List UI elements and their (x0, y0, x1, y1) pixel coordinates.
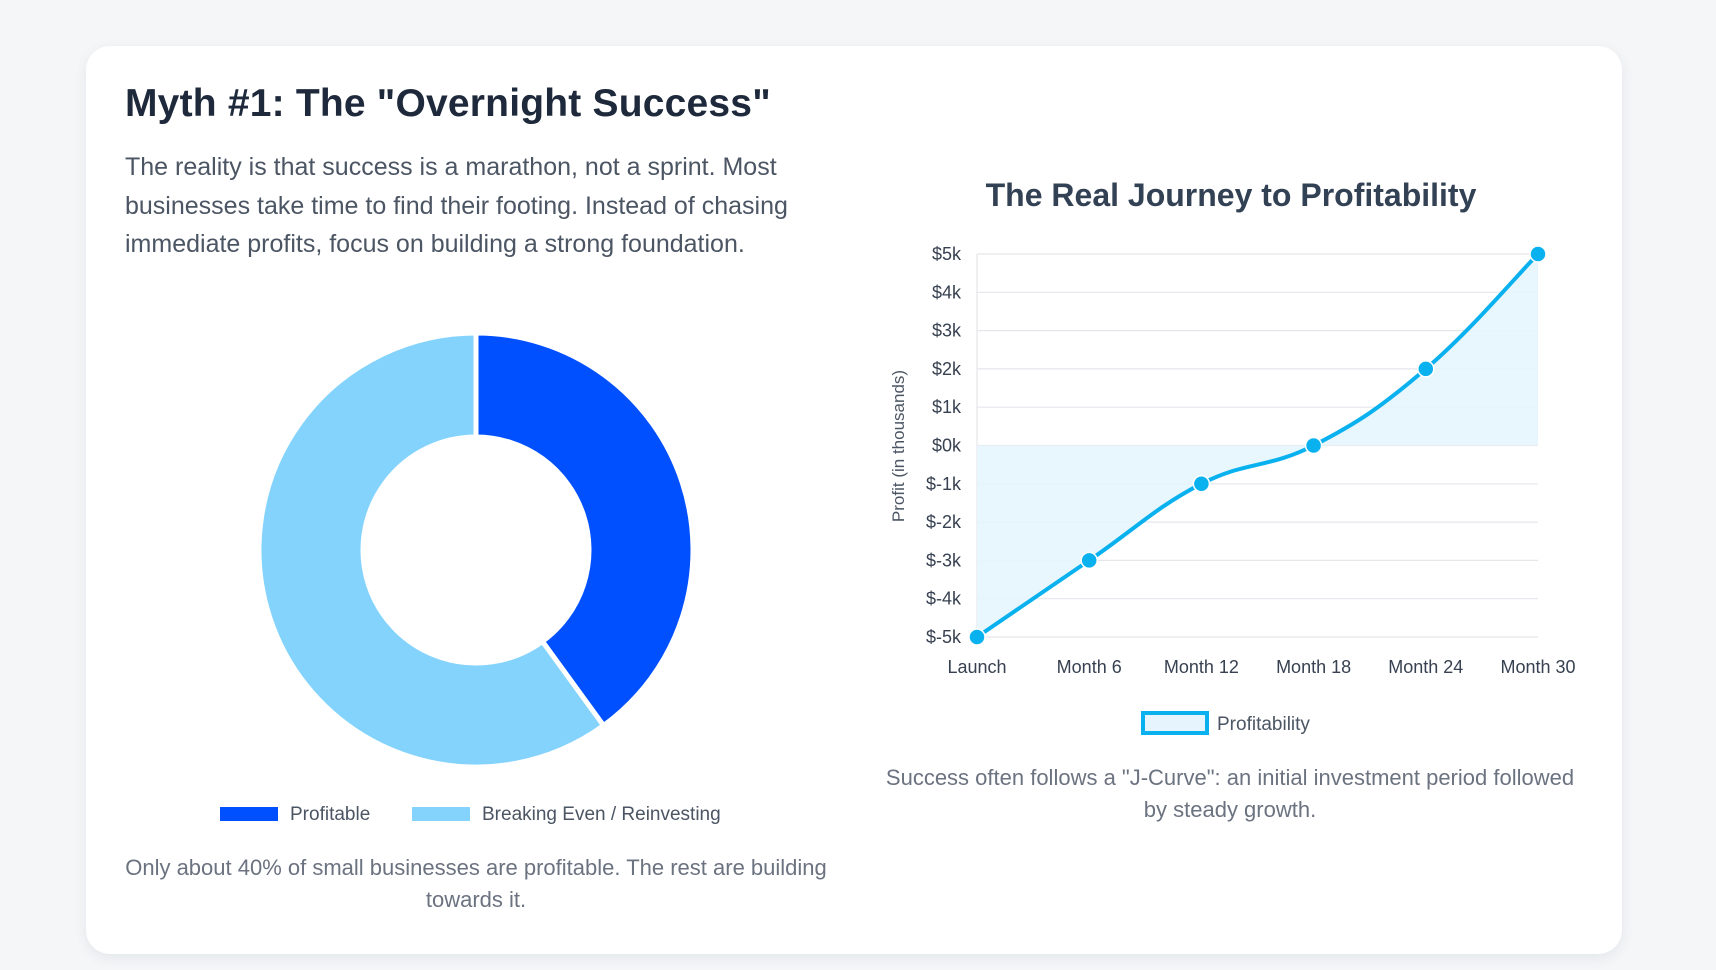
line-points (968, 245, 1547, 646)
line-point (1529, 245, 1547, 263)
line-y-tick-label: $-3k (926, 550, 962, 570)
line-y-tick-label: $3k (932, 321, 962, 341)
myth-title: Myth #1: The "Overnight Success" (125, 82, 771, 125)
line-y-ticks: $-5k $-4k $-3k $-2k $-1k $0k $1k $2k $3k $4k $5k (926, 244, 962, 647)
donut-legend-label-0: Profitable (290, 804, 370, 825)
line-y-tick-label: $-5k (926, 627, 962, 647)
line-legend-label: Profitability (1217, 714, 1310, 735)
donut-slices (256, 330, 696, 770)
line-y-tick-label: $5k (932, 244, 962, 264)
line-point (1080, 551, 1098, 570)
line-area (977, 254, 1538, 637)
donut-slice-reinvesting (256, 330, 608, 770)
line-area-fill (977, 254, 1538, 637)
line-x-tick-label: Launch (947, 657, 1006, 677)
line-point (1192, 475, 1211, 493)
line-series-profitability (975, 252, 1540, 639)
line-y-axis-label: Profit (in thousands) (889, 370, 908, 522)
line-y-tick-label: $1k (932, 397, 962, 417)
line-x-tick-label: Month 24 (1388, 657, 1463, 677)
line-y-tick-label: $0k (932, 436, 962, 456)
line-chart-title: The Real Journey to Profitability (986, 177, 1477, 213)
line-caption: Success often follows a "J-Curve": an in… (885, 765, 1575, 822)
donut-legend-swatch-1 (412, 807, 470, 821)
line-legend-swatch (1141, 711, 1209, 735)
line-x-tick-label: Month 30 (1500, 657, 1575, 677)
line-x-tick-label: Month 12 (1164, 657, 1239, 677)
line-x-tick-label: Month 6 (1057, 657, 1122, 677)
line-y-tick-label: $-4k (926, 589, 962, 609)
donut-slice-profitable (473, 330, 696, 730)
myth-intro: The reality is that success is a maratho… (125, 153, 788, 258)
donut-legend-label-1: Breaking Even / Reinvesting (482, 804, 721, 825)
line-point (1417, 360, 1435, 378)
line-y-tick-label: $2k (932, 359, 962, 379)
line-legend: Profitability (1141, 711, 1310, 735)
donut-legend: Profitable Breaking Even / Reinvesting (220, 804, 721, 825)
line-point (1304, 436, 1323, 455)
line-series (975, 252, 1540, 639)
donut-legend-swatch-0 (220, 807, 278, 821)
line-point (968, 628, 986, 646)
line-y-tick-label: $4k (932, 282, 962, 302)
donut-caption: Only about 40% of small businesses are p… (125, 855, 827, 912)
line-x-ticks: Launch Month 6 Month 12 Month 18 Month 24 Mon… (947, 657, 1575, 677)
line-y-tick-label: $-2k (926, 512, 962, 532)
line-y-tick-label: $-1k (926, 474, 962, 494)
line-x-tick-label: Month 18 (1276, 657, 1351, 677)
